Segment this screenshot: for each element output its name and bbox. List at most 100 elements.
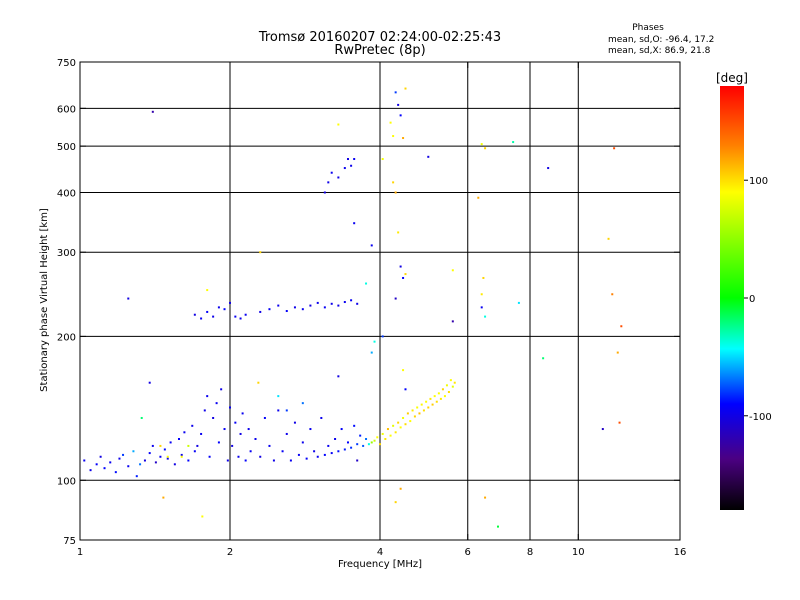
data-point — [103, 467, 106, 470]
chart-title: Tromsø 20160207 02:24:00-02:25:43 — [258, 30, 501, 45]
data-point — [217, 441, 220, 444]
data-point — [289, 459, 292, 462]
data-point — [259, 251, 262, 254]
data-point — [367, 443, 370, 446]
data-point — [169, 441, 172, 444]
data-point — [353, 424, 356, 427]
data-point — [223, 428, 226, 431]
data-point — [477, 196, 480, 199]
data-point — [239, 317, 242, 320]
data-point — [356, 443, 359, 446]
y-tick-label: 300 — [57, 248, 76, 259]
data-point — [402, 369, 405, 372]
data-point — [399, 114, 402, 117]
data-point — [384, 437, 387, 440]
y-tick-label: 500 — [57, 142, 76, 153]
data-point — [389, 121, 392, 124]
data-point — [447, 390, 450, 393]
data-point — [386, 428, 389, 431]
data-point — [309, 304, 312, 307]
data-point — [159, 455, 162, 458]
data-point — [180, 453, 183, 456]
data-point — [143, 459, 146, 462]
data-point — [394, 431, 397, 434]
data-point — [301, 402, 304, 405]
data-point — [480, 143, 483, 146]
data-point — [201, 515, 204, 518]
data-point — [451, 385, 454, 388]
data-point — [327, 444, 330, 447]
data-point — [343, 167, 346, 170]
data-point — [392, 424, 395, 427]
data-point — [451, 269, 454, 272]
data-point — [359, 434, 362, 437]
data-point — [212, 315, 215, 318]
data-point — [340, 428, 343, 431]
data-point — [234, 421, 237, 424]
data-point — [399, 265, 402, 268]
data-point — [166, 455, 169, 458]
data-point — [99, 455, 102, 458]
data-point — [193, 450, 196, 453]
data-point — [220, 388, 223, 391]
data-point — [148, 381, 151, 384]
data-point — [350, 446, 353, 449]
data-point — [200, 317, 203, 320]
data-point — [127, 297, 130, 300]
data-point — [437, 392, 440, 395]
data-point — [453, 381, 456, 384]
data-point — [135, 475, 138, 478]
colorbar-tick-label: -100 — [749, 412, 772, 423]
data-point — [151, 110, 154, 113]
data-point — [305, 457, 308, 460]
data-point — [180, 455, 183, 458]
x-tick-label: 6 — [465, 547, 471, 558]
data-point — [449, 379, 452, 382]
data-point — [203, 409, 206, 412]
x-tick-label: 1 — [77, 547, 83, 558]
data-point — [404, 423, 407, 426]
data-point — [484, 147, 487, 150]
data-point — [277, 395, 280, 398]
data-point — [431, 403, 434, 406]
data-point — [611, 293, 614, 296]
data-point — [404, 273, 407, 276]
data-point — [425, 400, 428, 403]
data-point — [346, 158, 349, 161]
data-point — [114, 471, 117, 474]
data-point — [433, 395, 436, 398]
data-point — [512, 141, 515, 144]
x-axis-label: Frequency [MHz] — [338, 559, 422, 570]
data-point — [217, 306, 220, 309]
data-point — [394, 297, 397, 300]
data-point — [285, 310, 288, 313]
y-axis-label: Stationary phase Virtual Height [km] — [39, 208, 50, 392]
data-point — [397, 103, 400, 106]
data-point — [196, 444, 199, 447]
data-point — [89, 469, 92, 472]
data-point — [601, 428, 604, 431]
data-point — [234, 315, 237, 318]
data-point — [404, 388, 407, 391]
data-point — [229, 406, 231, 409]
phases-o-stats: mean, sd,O: -96.4, 17.2 — [608, 35, 714, 45]
data-point — [301, 441, 304, 444]
data-point — [399, 426, 402, 429]
data-point — [177, 437, 180, 440]
data-point — [334, 437, 337, 440]
y-tick-label: 600 — [57, 104, 76, 115]
data-point — [394, 501, 397, 504]
data-point — [118, 457, 121, 460]
data-point — [370, 441, 373, 444]
data-point — [151, 444, 154, 447]
x-tick-label: 4 — [377, 547, 383, 558]
data-point — [206, 289, 209, 292]
data-point — [337, 450, 340, 453]
data-point — [330, 452, 333, 455]
colorbar-label: [deg] — [716, 71, 748, 85]
data-point — [83, 459, 86, 462]
data-point — [337, 176, 340, 179]
data-point — [254, 437, 257, 440]
y-tick-label: 100 — [57, 476, 76, 487]
y-tick-label: 400 — [57, 188, 76, 199]
